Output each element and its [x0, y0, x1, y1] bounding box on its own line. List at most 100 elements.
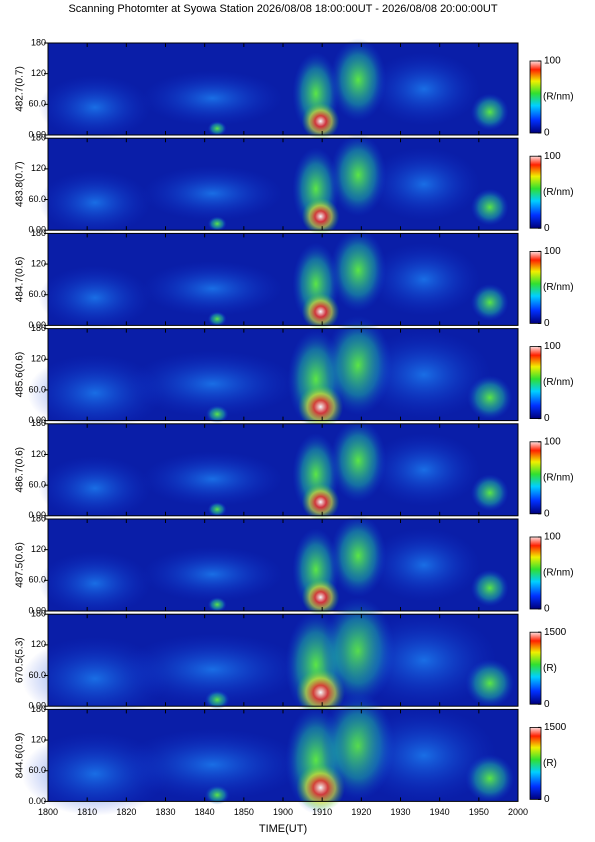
- y-tick-label: 0.00: [28, 415, 46, 425]
- heatmap-glow: [351, 708, 498, 804]
- heatmap-texture: [39, 38, 509, 139]
- colorbar-tick-label: 100: [544, 532, 561, 543]
- y-axis-label: 670.5(5.3): [15, 637, 26, 683]
- colorbar-tick-label: 0: [544, 128, 550, 139]
- y-tick-label: 120: [31, 68, 46, 78]
- heatmap-glow: [356, 330, 491, 418]
- y-axis-label: 487.5(0.6): [15, 542, 26, 588]
- heatmap-texture: [27, 316, 512, 432]
- heatmap-glow: [205, 785, 229, 804]
- heatmap-texture: [39, 514, 509, 615]
- heatmap-glow: [467, 376, 512, 420]
- colorbar: [529, 727, 542, 800]
- y-tick-label: 60.0: [28, 99, 46, 109]
- heatmap-glow: [302, 293, 340, 330]
- y-tick-label: 120: [31, 544, 46, 554]
- colorbar: [529, 536, 542, 610]
- y-axis-label: 844.6(0.9): [15, 733, 26, 779]
- heatmap-glow: [465, 754, 514, 802]
- colorbar-tick-label: 1500: [544, 722, 567, 733]
- heatmap-glow: [351, 612, 498, 708]
- y-tick-label: 60.0: [28, 194, 46, 204]
- y-tick-label: 120: [31, 258, 46, 268]
- y-tick-label: 60.0: [28, 384, 46, 394]
- heatmap-glow: [465, 659, 514, 707]
- y-tick-label: 120: [31, 163, 46, 173]
- y-tick-label: 60.0: [28, 575, 46, 585]
- heatmap-glow: [128, 351, 297, 417]
- colorbar-tick-label: 0: [544, 699, 550, 710]
- y-tick-label: 180: [31, 609, 46, 619]
- y-tick-label: 120: [31, 354, 46, 364]
- colorbar: [529, 250, 542, 324]
- x-tick-label: 1840: [195, 807, 215, 817]
- heatmap-glow: [121, 729, 304, 801]
- heatmap-glow: [302, 198, 340, 235]
- colorbar-tick-label: 100: [544, 341, 561, 352]
- x-tick-label: 1830: [155, 807, 175, 817]
- heatmap-glow: [208, 502, 227, 517]
- heatmap-glow: [208, 312, 227, 327]
- heatmap-glow: [206, 405, 229, 423]
- colorbar-label: (R): [543, 758, 557, 769]
- colorbar: [529, 631, 542, 705]
- heatmap-glow: [471, 284, 509, 321]
- heatmap-glow: [471, 474, 509, 511]
- y-tick-label: 0.00: [28, 320, 46, 330]
- y-tick-label: 0.00: [28, 129, 46, 139]
- y-axis-label: 484.7(0.6): [15, 257, 26, 303]
- heatmap-texture: [22, 597, 515, 720]
- colorbar-tick-label: 100: [544, 436, 561, 447]
- y-tick-label: 120: [31, 449, 46, 459]
- heatmap-glow: [471, 570, 509, 607]
- y-tick-label: 0.00: [28, 605, 46, 615]
- heatmap-glow: [39, 456, 152, 520]
- y-axis-label: 483.8(0.7): [15, 161, 26, 207]
- heatmap-glow: [27, 354, 162, 431]
- y-axis-label: 482.7(0.7): [15, 66, 26, 112]
- y-tick-label: 60.0: [28, 765, 46, 775]
- heatmap-glow: [142, 261, 283, 316]
- heatmap-glow: [368, 147, 481, 221]
- x-axis-label: TIME(UT): [259, 823, 307, 835]
- colorbar-tick-label: 0: [544, 318, 550, 329]
- y-tick-label: 180: [31, 37, 46, 47]
- x-tick-label: 1800: [38, 807, 58, 817]
- y-tick-label: 180: [31, 704, 46, 714]
- heatmap-glow: [208, 121, 227, 136]
- colorbar-tick-label: 0: [544, 604, 550, 615]
- colorbar-label: (R/nm): [543, 472, 574, 483]
- y-tick-label: 0.00: [28, 510, 46, 520]
- colorbar-tick-label: 0: [544, 508, 550, 519]
- colorbar-tick-label: 0: [544, 223, 550, 234]
- heatmap-glow: [368, 52, 481, 126]
- heatmap-glow: [39, 170, 152, 234]
- heatmap-glow: [39, 551, 152, 615]
- x-tick-label: 1820: [116, 807, 136, 817]
- colorbar: [529, 346, 542, 420]
- heatmap-glow: [208, 597, 227, 612]
- heatmap-glow: [39, 75, 152, 139]
- colorbar-tick-label: 0: [544, 413, 550, 424]
- heatmap-texture: [39, 419, 509, 520]
- heatmap-glow: [208, 216, 227, 231]
- colorbar-label: (R/nm): [543, 568, 574, 579]
- x-tick-label: 2000: [508, 807, 528, 817]
- x-tick-label: 1850: [234, 807, 254, 817]
- x-tick-label: 1940: [430, 807, 450, 817]
- heatmap-glow: [368, 528, 481, 602]
- chart-title: Scanning Photomter at Syowa Station 2026…: [68, 3, 497, 15]
- colorbar-label: (R/nm): [543, 187, 574, 198]
- y-axis-label: 486.7(0.6): [15, 447, 26, 493]
- y-tick-label: 60.0: [28, 670, 46, 680]
- heatmap-glow: [142, 166, 283, 221]
- y-tick-label: 0.00: [28, 796, 46, 806]
- y-tick-label: 180: [31, 228, 46, 238]
- y-tick-label: 120: [31, 734, 46, 744]
- y-tick-label: 60.0: [28, 480, 46, 490]
- colorbar-tick-label: 0: [544, 794, 550, 805]
- x-tick-label: 1810: [77, 807, 97, 817]
- x-tick-label: 1910: [312, 807, 332, 817]
- colorbar-tick-label: 100: [544, 151, 561, 162]
